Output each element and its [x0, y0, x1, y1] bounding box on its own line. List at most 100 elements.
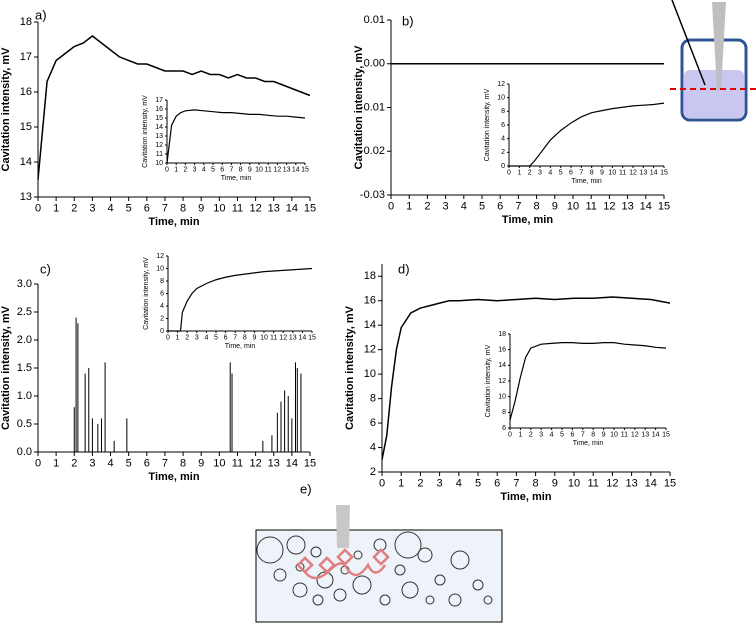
- x-tick-label: 5: [475, 478, 481, 490]
- x-tick-label: 7: [581, 432, 585, 439]
- x-tick-label: 7: [515, 201, 521, 213]
- x-tick-label: 9: [248, 167, 252, 174]
- x-tick-label: 8: [180, 458, 186, 470]
- x-tick-label: 6: [497, 201, 503, 213]
- x-tick-label: 14: [645, 478, 657, 490]
- x-tick-label: 9: [198, 203, 204, 215]
- y-axis-label: Cavitation intensity, mV: [344, 305, 356, 430]
- x-tick-label: 0: [508, 432, 512, 439]
- y-tick-label: 15: [20, 121, 32, 133]
- x-tick-label: 6: [144, 203, 150, 215]
- y-tick-label: 0: [160, 328, 164, 335]
- x-tick-label: 12: [631, 432, 639, 439]
- x-tick-label: 7: [162, 203, 168, 215]
- data-line: [168, 267, 313, 332]
- y-tick-label: 6: [502, 425, 506, 432]
- x-tick-label: 13: [289, 335, 297, 342]
- x-tick-label: 9: [252, 335, 256, 342]
- x-tick-label: 5: [211, 167, 215, 174]
- x-tick-label: 2: [529, 432, 533, 439]
- y-tick-label: 3.0: [17, 278, 32, 290]
- x-tick-label: 11: [587, 478, 598, 490]
- y-tick-label: 0.00: [364, 58, 385, 70]
- x-tick-label: 13: [639, 170, 647, 177]
- x-tick-label: 5: [560, 432, 564, 439]
- x-tick-label: 0: [166, 335, 170, 342]
- x-tick-label: 4: [548, 170, 552, 177]
- x-tick-label: 10: [213, 458, 225, 470]
- y-tick-label: 13: [155, 133, 163, 140]
- x-tick-label: 10: [255, 167, 263, 174]
- x-tick-label: 3: [538, 170, 542, 177]
- x-tick-label: 0: [388, 201, 394, 213]
- y-tick-label: 2.0: [17, 334, 32, 346]
- x-tick-label: 5: [559, 170, 563, 177]
- x-tick-label: 15: [304, 203, 316, 215]
- x-tick-label: 13: [641, 432, 649, 439]
- data-line: [509, 342, 667, 421]
- y-tick-label: -0.01: [360, 101, 385, 113]
- x-tick-label: 7: [229, 167, 233, 174]
- x-axis-label: Time, min: [148, 216, 199, 228]
- y-tick-label: 14: [364, 319, 376, 331]
- x-tick-label: 0: [35, 458, 41, 470]
- x-tick-label: 3: [89, 458, 95, 470]
- x-tick-label: 10: [213, 203, 225, 215]
- x-tick-label: 4: [202, 167, 206, 174]
- x-tick-label: 2: [424, 201, 430, 213]
- y-tick-label: 0.01: [364, 14, 385, 26]
- y-tick-label: 4: [160, 303, 164, 310]
- x-tick-label: 6: [224, 335, 228, 342]
- y-tick-label: 8: [502, 409, 506, 416]
- y-tick-label: 16: [364, 295, 376, 307]
- panel-label: e): [300, 481, 312, 496]
- y-tick-label: 12: [364, 344, 376, 356]
- x-tick-label: 6: [570, 432, 574, 439]
- x-tick-label: 8: [180, 203, 186, 215]
- y-tick-label: 12: [155, 142, 163, 149]
- x-tick-label: 15: [660, 170, 668, 177]
- x-tick-label: 13: [268, 203, 280, 215]
- y-tick-label: 18: [364, 270, 376, 282]
- y-tick-label: 6: [160, 290, 164, 297]
- y-tick-label: 8: [160, 278, 164, 285]
- x-tick-label: 9: [552, 478, 558, 490]
- y-tick-label: 12: [497, 81, 505, 88]
- x-tick-label: 1: [518, 432, 522, 439]
- x-tick-label: 14: [652, 432, 660, 439]
- x-axis-label: Time, min: [225, 343, 256, 350]
- y-tick-label: 0.5: [17, 418, 32, 430]
- x-tick-label: 2: [71, 203, 77, 215]
- x-tick-label: 11: [585, 201, 596, 213]
- x-tick-label: 8: [239, 167, 243, 174]
- x-tick-label: 0: [507, 170, 511, 177]
- y-tick-label: 11: [156, 151, 163, 158]
- x-tick-label: 0: [165, 167, 169, 174]
- x-tick-label: 4: [550, 432, 554, 439]
- x-tick-label: 14: [650, 170, 658, 177]
- panel-label: a): [35, 7, 47, 22]
- y-tick-label: 6: [370, 417, 376, 429]
- x-tick-label: 5: [479, 201, 485, 213]
- diagram-e: e): [255, 481, 503, 623]
- x-tick-label: 14: [299, 335, 307, 342]
- y-tick-label: 13: [20, 191, 32, 203]
- x-tick-label: 14: [292, 167, 300, 174]
- y-tick-label: 12: [498, 378, 506, 385]
- x-tick-label: 11: [270, 335, 277, 342]
- y-tick-label: 8: [501, 108, 505, 115]
- x-tick-label: 5: [126, 203, 132, 215]
- x-tick-label: 7: [513, 478, 519, 490]
- y-axis-label: Cavitation intensity, mV: [0, 305, 12, 430]
- x-tick-label: 11: [621, 432, 628, 439]
- x-tick-label: 14: [286, 203, 298, 215]
- x-tick-label: 9: [602, 432, 606, 439]
- x-tick-label: 4: [107, 203, 113, 215]
- x-tick-label: 11: [232, 203, 243, 215]
- x-tick-label: 9: [198, 458, 204, 470]
- x-tick-label: 11: [232, 458, 243, 470]
- x-tick-label: 15: [664, 478, 676, 490]
- x-tick-label: 11: [619, 170, 626, 177]
- x-tick-label: 6: [220, 167, 224, 174]
- x-tick-label: 14: [640, 201, 652, 213]
